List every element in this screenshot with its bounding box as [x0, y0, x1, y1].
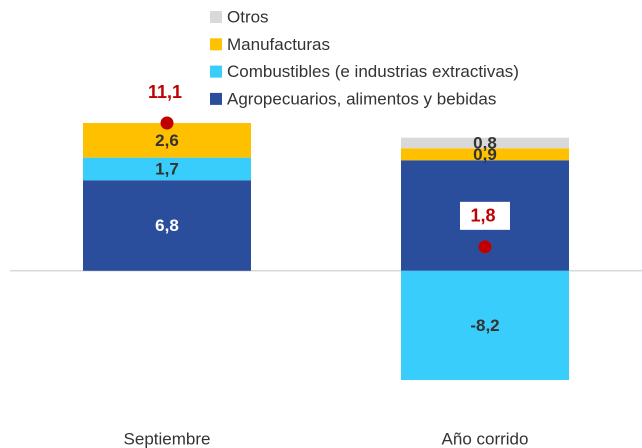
total-label: 11,1 [148, 82, 182, 102]
legend-label: Agropecuarios, alimentos y bebidas [227, 89, 496, 108]
data-label: 2,6 [155, 131, 179, 150]
legend-swatch [210, 92, 222, 105]
data-label: -8,2 [470, 316, 499, 335]
bar-segment [83, 157, 251, 181]
legend-swatch [210, 38, 222, 51]
legend-swatch [210, 11, 222, 23]
data-label: 0,9 [473, 145, 497, 164]
legend-swatch [210, 65, 222, 78]
total-marker [478, 240, 492, 254]
x-tick-label: Año corrido [442, 429, 529, 448]
legend-label: Manufacturas [227, 35, 330, 54]
data-label: 0,8 [473, 133, 497, 152]
legend-label: Combustibles (e industrias extractivas) [227, 62, 519, 81]
bar-segment [401, 270, 569, 380]
total-marker [160, 116, 174, 130]
bar-segment [401, 148, 569, 161]
x-tick-label: Septiembre [124, 429, 211, 448]
data-label: 1,7 [155, 159, 179, 178]
total-label-bg [460, 201, 510, 230]
total-label: 1,8 [470, 206, 495, 226]
data-label: 6,8 [155, 216, 179, 235]
bar-segment [401, 137, 569, 149]
legend-label: Otros [227, 7, 269, 26]
bar-segment [83, 180, 251, 271]
